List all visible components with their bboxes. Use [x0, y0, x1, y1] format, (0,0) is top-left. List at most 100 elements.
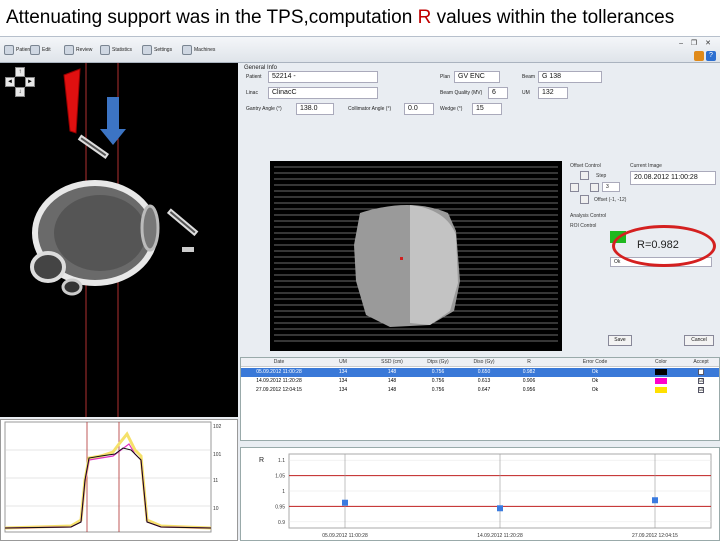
- application-window: Patients Edit Review Statistics Settings…: [0, 36, 720, 541]
- y-axis-label: R: [259, 457, 264, 464]
- x-tick-label: 27.09.2012 12:04:15: [632, 533, 678, 539]
- cell-um: 134: [338, 387, 348, 393]
- y-tick-label: 0.95: [275, 504, 285, 510]
- svg-text:11: 11: [213, 478, 218, 484]
- offset-left-button[interactable]: [570, 183, 579, 192]
- dose-profile-graph: 102 101 11 10: [4, 421, 222, 533]
- y-tick-label: 0.9: [278, 520, 285, 526]
- nav-left-button[interactable]: ◄: [5, 77, 15, 87]
- toolbar-edit[interactable]: Edit: [30, 43, 51, 57]
- y-tick-label: 1.1: [278, 458, 285, 464]
- cell-diso: 0.613: [477, 378, 491, 384]
- portal-image-viewer[interactable]: [270, 161, 562, 351]
- edit-icon: [30, 45, 40, 55]
- toolbar-patients-label: Patients: [16, 47, 35, 53]
- patients-icon: [4, 45, 14, 55]
- cell-accept[interactable]: ☑: [683, 386, 719, 395]
- accept-checkbox[interactable]: ☑: [698, 377, 704, 384]
- col-date[interactable]: Date: [273, 359, 285, 365]
- plan-field[interactable]: GV ENC: [454, 71, 500, 83]
- patient-field[interactable]: 52214 -: [268, 71, 378, 83]
- ct-image-viewer[interactable]: ↑ ◄ ► ↓: [0, 63, 238, 417]
- toolbar-statistics[interactable]: Statistics: [100, 43, 132, 57]
- portal-dose-image: [274, 166, 558, 342]
- r-value-chart: R 1.1 1.05 1 0.95 0.9 05.09.2012 11:00:28 14.09…: [240, 447, 720, 541]
- table-row[interactable]: 27.09.2012 12:04:15 134 148 0.756 0.647 …: [241, 386, 719, 395]
- main-toolbar: Patients Edit Review Statistics Settings…: [0, 37, 720, 63]
- cell-dtps: 0.756: [431, 387, 445, 393]
- machines-icon: [182, 45, 192, 55]
- offset-right-button[interactable]: [590, 183, 599, 192]
- ct-scan-image: [30, 63, 199, 417]
- toolbar-settings-label: Settings: [154, 47, 173, 53]
- svg-text:102: 102: [213, 424, 222, 430]
- toolbar-review-label: Review: [76, 47, 93, 53]
- toolbar-machines[interactable]: Machines: [182, 43, 215, 57]
- step-field[interactable]: 3: [602, 182, 620, 192]
- toolbar-settings[interactable]: Settings: [142, 43, 172, 57]
- save-button[interactable]: Save: [608, 335, 632, 346]
- nav-up-button[interactable]: ↑: [15, 67, 25, 77]
- help-icon[interactable]: ?: [706, 51, 716, 61]
- toolbar-patients[interactable]: Patients: [4, 43, 34, 57]
- offset-down-button[interactable]: [580, 195, 589, 204]
- gantry-angle-field[interactable]: 138.0: [296, 103, 334, 115]
- accept-checkbox[interactable]: ☑: [698, 368, 704, 375]
- y-tick-label: 1: [282, 489, 285, 495]
- nav-down-button[interactable]: ↓: [15, 87, 25, 97]
- annotation-r-value: R=0.982: [637, 239, 679, 251]
- cell-diso: 0.647: [477, 387, 491, 393]
- offset-up-button[interactable]: [580, 171, 589, 180]
- col-r[interactable]: R: [527, 359, 531, 365]
- um-field[interactable]: 132: [538, 87, 568, 99]
- toolbar-review[interactable]: Review: [64, 43, 92, 57]
- linac-field[interactable]: ClinacC: [268, 87, 378, 99]
- review-icon: [64, 45, 74, 55]
- toolbar-statistics-label: Statistics: [112, 47, 133, 53]
- window-controls[interactable]: – ❐ ✕: [679, 40, 714, 47]
- cell-accept[interactable]: ☑: [683, 377, 719, 386]
- wedge-field[interactable]: 15: [472, 103, 502, 115]
- analysis-control-label: Analysis Control: [570, 213, 607, 219]
- col-um[interactable]: UM: [339, 359, 347, 365]
- color-swatch: [655, 368, 667, 375]
- data-point: [497, 505, 503, 512]
- toolbar-machines-label: Machines: [194, 47, 216, 53]
- cell-ssd: 148: [387, 369, 397, 375]
- table-row[interactable]: 14.09.2012 11:20:28 134 148 0.756 0.613 …: [241, 377, 719, 386]
- col-error-code[interactable]: Error Code: [582, 359, 608, 365]
- col-diso[interactable]: Diso (Gy): [473, 359, 495, 365]
- cell-error-code: Ok: [591, 378, 599, 384]
- patient-label: Patient: [246, 74, 262, 80]
- cell-diso: 0.650: [477, 369, 491, 375]
- dose-profile-plot: 102 101 11 10: [0, 419, 238, 541]
- col-dtps[interactable]: Dtps (Gy): [427, 359, 449, 365]
- plan-label: Plan: [440, 74, 451, 80]
- cell-color: [639, 368, 683, 377]
- warning-icon[interactable]: [694, 51, 704, 61]
- table-row[interactable]: 05.09.2012 11:00:28 134 148 0.756 0.650 …: [241, 368, 719, 377]
- energy-field[interactable]: 6: [488, 87, 508, 99]
- color-swatch: [655, 386, 667, 393]
- cancel-button[interactable]: Cancel: [684, 335, 714, 346]
- beam-label: Beam: [522, 74, 536, 80]
- beam-field[interactable]: G 138: [538, 71, 602, 83]
- col-accept[interactable]: Accept: [693, 359, 709, 365]
- cell-date: 05.09.2012 11:00:28: [256, 369, 302, 375]
- roi-control-label: ROI Control: [570, 223, 597, 229]
- cell-date: 27.09.2012 12:04:15: [256, 387, 302, 393]
- title-text-end: values within the tollerances: [431, 7, 675, 28]
- cell-r: 0.982: [522, 369, 536, 375]
- cell-color: [639, 377, 683, 386]
- y-tick-label: 1.05: [275, 474, 285, 480]
- data-point: [342, 499, 348, 506]
- measurements-table: Date UM SSD (cm) Dtps (Gy) Diso (Gy) R E…: [240, 357, 720, 441]
- nav-right-button[interactable]: ►: [25, 77, 35, 87]
- col-ssd[interactable]: SSD (cm): [381, 359, 403, 365]
- offset-control-label: Offset Control: [570, 163, 601, 169]
- cell-accept[interactable]: ☑: [683, 368, 719, 377]
- col-color[interactable]: Color: [655, 359, 667, 365]
- collimator-angle-field[interactable]: 0.0: [404, 103, 434, 115]
- accept-checkbox[interactable]: ☑: [698, 386, 704, 393]
- offset-readout: Offset (-1, -12): [594, 197, 627, 203]
